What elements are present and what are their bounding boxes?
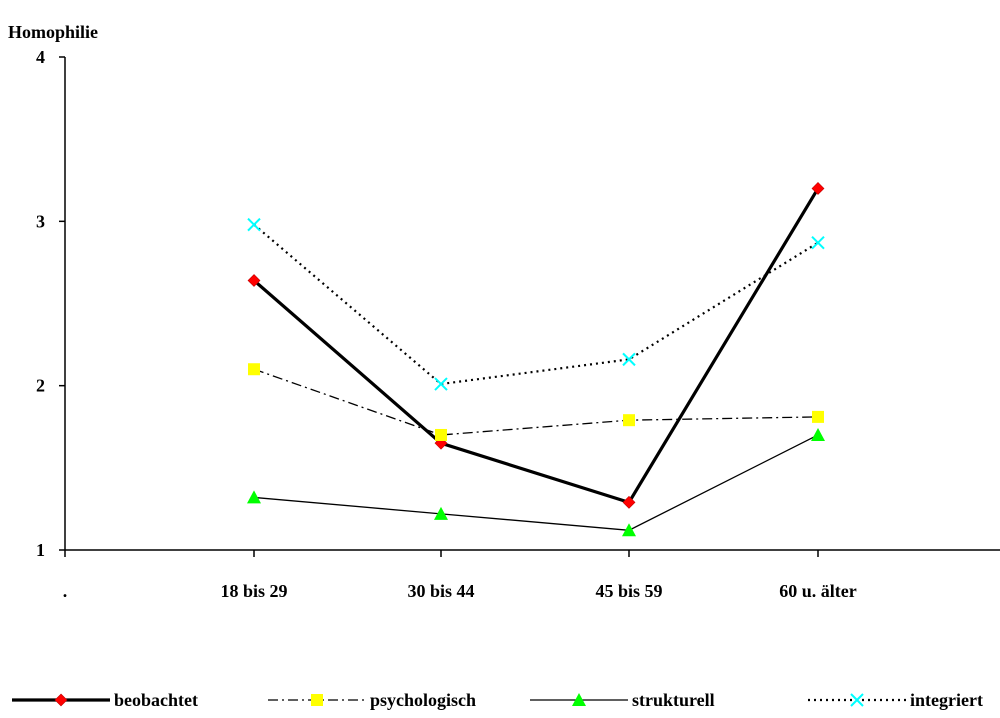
x-tick-label: 18 bis 29 xyxy=(220,581,287,601)
y-tick-label: 2 xyxy=(36,376,45,396)
legend-marker-strukturell xyxy=(572,693,586,706)
x-tick-label: 60 u. älter xyxy=(779,581,856,601)
data-point-psychologisch xyxy=(248,363,260,376)
legend-label-integriert: integriert xyxy=(910,690,983,710)
data-point-psychologisch xyxy=(623,414,635,427)
data-point-psychologisch xyxy=(435,428,447,441)
data-point-integriert xyxy=(622,352,636,367)
legend: beobachtet psychologisch strukturell integr… xyxy=(12,690,983,710)
series-line-psychologisch xyxy=(253,368,819,436)
series-line-strukturell xyxy=(253,434,819,531)
legend-marker-psychologisch xyxy=(311,694,323,706)
data-point-strukturell xyxy=(434,506,448,520)
data-point-integriert xyxy=(811,235,825,250)
data-point-strukturell xyxy=(811,427,825,441)
series-line-integriert xyxy=(253,223,819,386)
x-tick-label: . xyxy=(63,581,68,601)
legend-label-psychologisch: psychologisch xyxy=(370,690,476,710)
data-point-beobachtet xyxy=(247,274,261,287)
x-tick-label: 45 bis 59 xyxy=(595,581,662,601)
y-tick-label: 4 xyxy=(36,47,45,67)
y-tick-label: 3 xyxy=(36,211,45,231)
data-point-integriert xyxy=(434,377,448,391)
data-point-strukturell xyxy=(622,523,636,537)
y-axis-label: Homophilie xyxy=(8,22,98,42)
data-point-psychologisch xyxy=(812,410,824,423)
legend-label-strukturell: strukturell xyxy=(632,690,715,710)
data-point-beobachtet xyxy=(622,495,636,509)
legend-label-beobachtet: beobachtet xyxy=(114,690,198,710)
legend-marker-beobachtet xyxy=(54,693,68,707)
legend-marker-integriert xyxy=(850,693,864,707)
data-point-strukturell xyxy=(247,490,261,504)
data-point-beobachtet xyxy=(811,182,825,195)
axes: 1 2 3 4. 18 bis 29 30 bis 44 45 bis 59 60 u. äl… xyxy=(36,47,1000,601)
x-tick-label: 30 bis 44 xyxy=(407,581,474,601)
series-line-beobachtet xyxy=(252,187,820,505)
data-point-integriert xyxy=(247,217,261,232)
plot-area xyxy=(247,182,825,537)
y-tick-label: 1 xyxy=(36,540,45,560)
